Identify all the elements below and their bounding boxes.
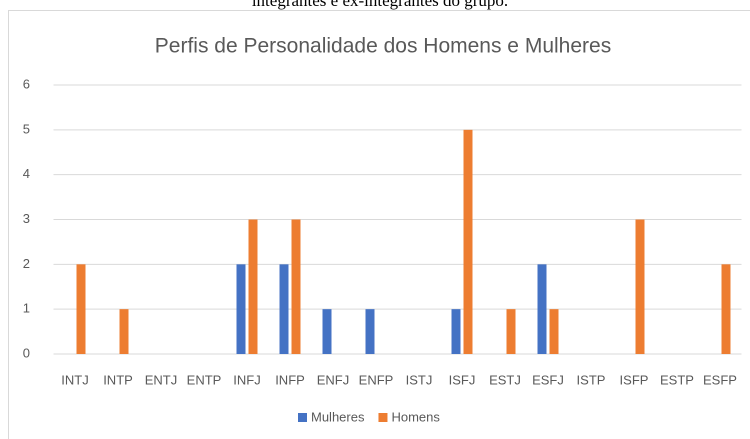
legend-swatch [298,413,307,422]
x-tick-label: INFJ [233,372,260,387]
bar [537,264,547,354]
x-tick-label: INTJ [61,372,88,387]
bar [248,219,258,354]
bar [635,219,645,354]
x-tick-label: ENFP [359,372,394,387]
x-tick-label: ISFP [620,372,649,387]
caption: integrantes e ex-integrantes do grupo. [252,0,508,10]
bar [119,309,129,354]
y-tick-label: 4 [23,166,30,181]
x-tick-label: ESTP [660,372,694,387]
x-tick-label: ISTP [577,372,606,387]
bar [291,219,301,354]
x-tick-label: ENFJ [317,372,350,387]
x-tick-label: ESFP [703,372,737,387]
bar [721,264,731,354]
bar [279,264,289,354]
legend-label: Mulheres [311,409,365,424]
legend-label: Homens [391,409,440,424]
bar [549,309,559,354]
x-tick-label: ESTJ [489,372,521,387]
chart-title: Perfis de Personalidade dos Homens e Mul… [155,35,611,58]
y-tick-label: 2 [23,256,30,271]
legend-swatch [378,413,388,422]
y-tick-label: 3 [23,211,30,226]
x-tick-label: INTP [103,372,133,387]
y-tick-label: 5 [23,121,30,136]
x-tick-label: INFP [275,372,305,387]
bar [236,264,246,354]
x-tick-label: ENTJ [145,372,178,387]
bar [506,309,516,354]
x-tick-label: ISTJ [406,372,433,387]
bar [365,309,375,354]
y-tick-label: 6 [23,76,30,91]
x-tick-label: ESFJ [532,372,564,387]
x-tick-label: ISFJ [449,372,476,387]
bar [463,129,473,354]
bar [322,309,332,354]
y-tick-label: 0 [23,345,30,360]
bar [451,309,461,354]
y-tick-label: 1 [23,301,30,316]
bar [76,264,86,354]
chart-border [8,10,750,439]
x-tick-label: ENTP [187,372,222,387]
